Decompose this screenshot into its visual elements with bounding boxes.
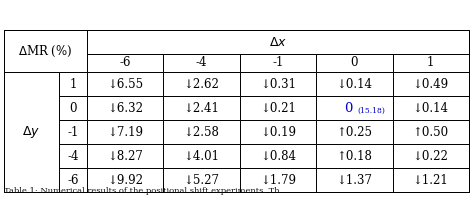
Text: ↓0.14: ↓0.14 — [413, 101, 449, 115]
Text: ↓0.21: ↓0.21 — [260, 101, 296, 115]
Text: ↓8.27: ↓8.27 — [107, 149, 143, 162]
Text: ↓6.55: ↓6.55 — [107, 78, 143, 90]
Bar — [316, 120, 392, 144]
Text: ↓0.31: ↓0.31 — [260, 78, 296, 90]
Text: ↓1.21: ↓1.21 — [413, 174, 449, 186]
Bar — [316, 168, 392, 192]
Text: -1: -1 — [67, 125, 79, 139]
Bar — [240, 96, 316, 120]
Bar — [240, 144, 316, 168]
Text: 1: 1 — [427, 57, 435, 69]
Bar — [87, 72, 164, 96]
Bar — [240, 168, 316, 192]
Text: ↓2.62: ↓2.62 — [183, 78, 219, 90]
Bar — [392, 120, 469, 144]
Bar — [392, 168, 469, 192]
Bar — [87, 54, 164, 72]
Text: 0: 0 — [69, 101, 77, 115]
Bar — [392, 54, 469, 72]
Text: -6: -6 — [119, 57, 131, 69]
Bar — [316, 144, 392, 168]
Text: ↓0.22: ↓0.22 — [413, 149, 449, 162]
Text: ↑0.18: ↑0.18 — [337, 149, 373, 162]
Text: ↑0.25: ↑0.25 — [337, 125, 373, 139]
Bar — [87, 96, 164, 120]
Text: Table 1: Numerical results of the positional shift experiments. Th: Table 1: Numerical results of the positi… — [4, 187, 280, 195]
Bar — [164, 168, 240, 192]
Bar — [59, 96, 87, 120]
Bar — [4, 72, 59, 192]
Bar — [240, 120, 316, 144]
Bar — [240, 54, 316, 72]
Bar — [4, 30, 87, 72]
Text: 0: 0 — [351, 57, 358, 69]
Text: ↓0.84: ↓0.84 — [260, 149, 296, 162]
Text: ↓1.79: ↓1.79 — [260, 174, 296, 186]
Bar — [164, 72, 240, 96]
Bar — [87, 144, 164, 168]
Text: ↑0.50: ↑0.50 — [413, 125, 449, 139]
Text: ↓5.27: ↓5.27 — [183, 174, 219, 186]
Text: (15.18): (15.18) — [357, 106, 385, 115]
Bar — [87, 30, 469, 54]
Text: ↓2.58: ↓2.58 — [183, 125, 219, 139]
Bar — [392, 72, 469, 96]
Text: ↓0.14: ↓0.14 — [337, 78, 373, 90]
Text: ↓0.19: ↓0.19 — [260, 125, 296, 139]
Bar — [59, 120, 87, 144]
Text: 1: 1 — [69, 78, 77, 90]
Text: ↓0.49: ↓0.49 — [413, 78, 449, 90]
Bar — [316, 54, 392, 72]
Text: ↓2.41: ↓2.41 — [183, 101, 219, 115]
Text: -1: -1 — [272, 57, 283, 69]
Bar — [392, 144, 469, 168]
Bar — [316, 72, 392, 96]
Bar — [59, 168, 87, 192]
Bar — [164, 54, 240, 72]
Bar — [59, 72, 87, 96]
Text: 0: 0 — [344, 101, 353, 115]
Text: ↓1.37: ↓1.37 — [337, 174, 373, 186]
Text: $\Delta x$: $\Delta x$ — [269, 36, 287, 48]
Text: ↓9.92: ↓9.92 — [107, 174, 143, 186]
Bar — [164, 96, 240, 120]
Bar — [4, 30, 469, 192]
Bar — [392, 96, 469, 120]
Text: -4: -4 — [196, 57, 207, 69]
Bar — [59, 144, 87, 168]
Text: -6: -6 — [67, 174, 79, 186]
Text: ↓7.19: ↓7.19 — [107, 125, 143, 139]
Bar — [240, 72, 316, 96]
Bar — [164, 144, 240, 168]
Bar — [316, 96, 392, 120]
Bar — [164, 120, 240, 144]
Text: ↓4.01: ↓4.01 — [183, 149, 219, 162]
Text: $\Delta y$: $\Delta y$ — [22, 124, 41, 140]
Text: ↓6.32: ↓6.32 — [107, 101, 143, 115]
Text: -4: -4 — [67, 149, 79, 162]
Bar — [87, 168, 164, 192]
Text: $\Delta$MR (%): $\Delta$MR (%) — [18, 43, 73, 59]
Bar — [87, 120, 164, 144]
